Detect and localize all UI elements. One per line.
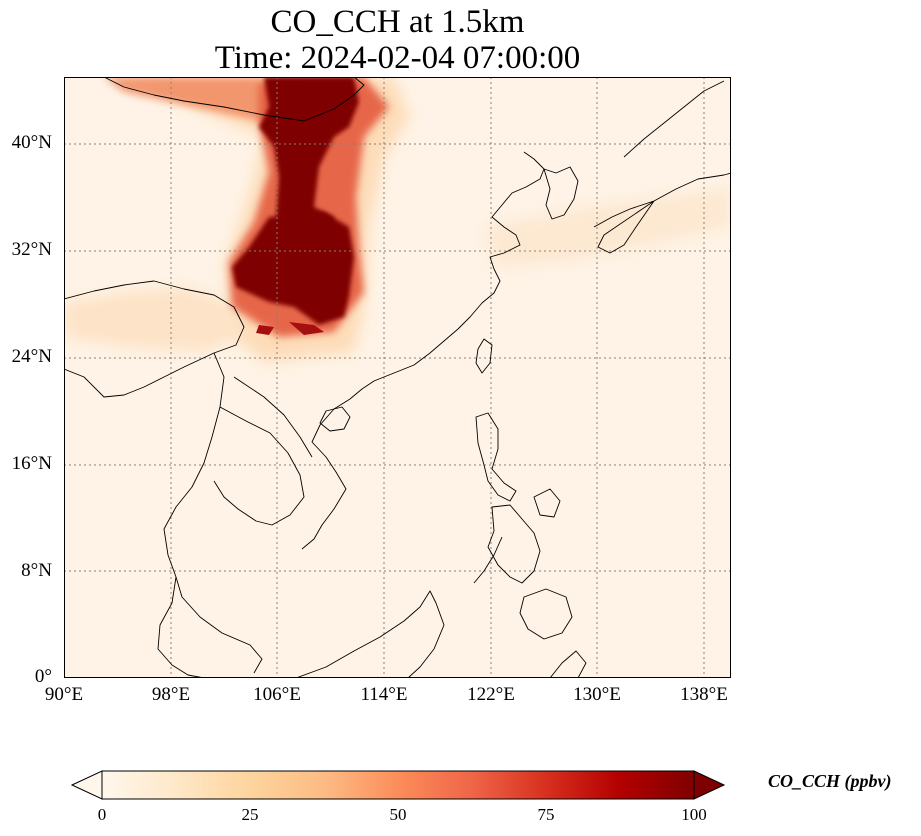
x-tick-label: 106°E <box>253 684 301 705</box>
colorbar-label: CO_CCH (ppbv) <box>768 771 892 791</box>
y-tick-label: 0° <box>34 666 52 687</box>
indochina-borders <box>163 352 313 674</box>
map-plot-area <box>64 77 731 678</box>
colorbar-gradient <box>102 771 694 799</box>
x-tick-label: 90°E <box>44 684 84 705</box>
x-tick-label: 114°E <box>360 684 408 705</box>
y-tick-label: 24°N <box>11 346 52 367</box>
x-tick-label: 98°E <box>151 684 191 705</box>
coastlines-borders <box>64 77 731 678</box>
sulawesi-north <box>549 650 587 678</box>
y-tick-label: 8°N <box>21 560 52 581</box>
tibet-border <box>64 280 245 398</box>
vietnam-coast <box>301 398 351 550</box>
colorbar-extend-high <box>693 770 725 800</box>
colorbar-tick-label: 75 <box>537 805 555 824</box>
colorbar-tick-label: 100 <box>681 805 707 824</box>
x-tick-label: 122°E <box>467 684 515 705</box>
northern-border <box>103 77 365 122</box>
x-tick-label: 130°E <box>573 684 621 705</box>
gridlines <box>64 77 731 678</box>
philippines-luzon <box>475 412 517 502</box>
map-background <box>64 77 731 678</box>
malay-peninsula <box>157 576 205 678</box>
russia-coast <box>623 80 725 158</box>
philippines-mindanao <box>519 588 573 640</box>
map-border <box>64 77 731 678</box>
y-tick-label: 16°N <box>11 453 52 474</box>
colorbar-tick-label: 0 <box>97 805 107 824</box>
x-tick-label: 138°E <box>680 684 728 705</box>
colorbar-outline <box>101 770 695 800</box>
colorbar-extend-low <box>71 770 103 800</box>
taiwan <box>475 338 493 374</box>
plume-core-north <box>259 77 359 237</box>
china-coastline <box>349 151 545 400</box>
concentration-field <box>64 77 731 362</box>
east-haze <box>484 187 731 267</box>
plume-core-detail <box>256 322 324 335</box>
philippines-south <box>473 488 561 584</box>
plume-core-south <box>232 212 354 325</box>
hainan <box>319 406 351 432</box>
borneo-north <box>295 590 445 678</box>
west-haze <box>64 287 244 352</box>
plot-title-variable: CO_CCH at 1.5km <box>270 4 525 40</box>
japan <box>593 172 731 254</box>
y-tick-label: 40°N <box>11 132 52 153</box>
colorbar-tick-label: 50 <box>389 805 407 824</box>
korea <box>543 166 579 220</box>
plot-title-time: Time: 2024-02-04 07:00:00 <box>214 40 581 76</box>
y-tick-label: 32°N <box>11 239 52 260</box>
colorbar <box>71 770 725 800</box>
colorbar-tick-label: 25 <box>241 805 259 824</box>
